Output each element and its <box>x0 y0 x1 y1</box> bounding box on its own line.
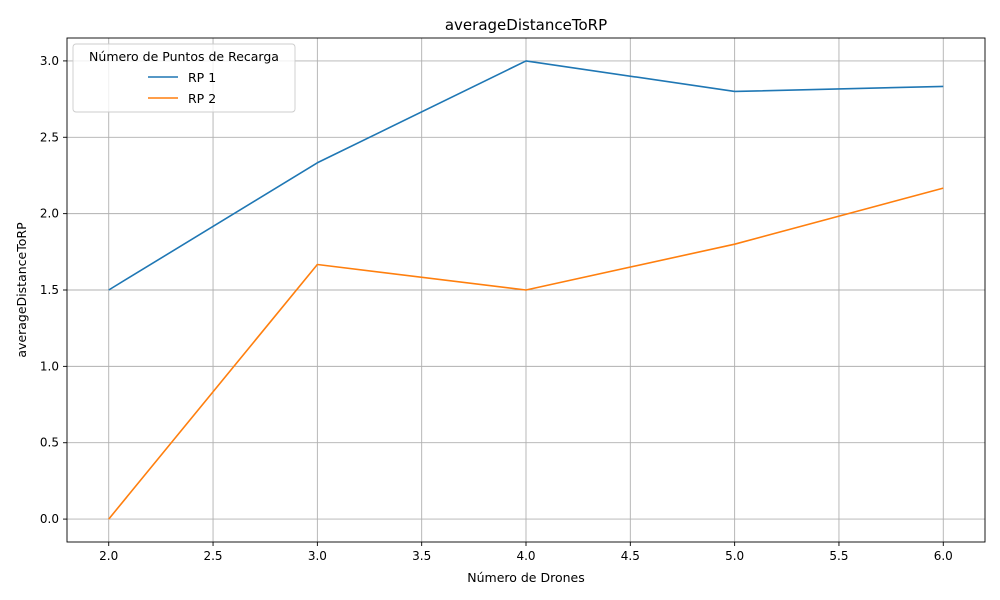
x-tick-label: 3.0 <box>308 549 327 563</box>
legend-label-rp-1: RP 1 <box>188 70 216 85</box>
x-tick-label: 5.5 <box>829 549 848 563</box>
x-tick-label: 2.5 <box>203 549 222 563</box>
x-tick-label: 3.5 <box>412 549 431 563</box>
legend: Número de Puntos de Recarga RP 1 RP 2 <box>72 43 296 113</box>
legend-label-rp-2: RP 2 <box>188 91 216 106</box>
series-line-rp-2 <box>108 187 944 520</box>
y-axis: 0.0 0.5 1.0 1.5 2.0 2.5 3.0 <box>40 54 67 526</box>
y-tick-label: 0.5 <box>40 436 59 450</box>
series-group <box>108 60 944 520</box>
x-tick-label: 5.0 <box>725 549 744 563</box>
x-tick-label: 4.5 <box>621 549 640 563</box>
legend-title: Número de Puntos de Recarga <box>89 49 279 64</box>
y-tick-label: 0.0 <box>40 512 59 526</box>
chart-title: averageDistanceToRP <box>445 16 607 34</box>
y-tick-label: 2.5 <box>40 130 59 144</box>
y-axis-title: averageDistanceToRP <box>14 222 29 358</box>
y-tick-label: 2.0 <box>40 207 59 221</box>
x-axis-title: Número de Drones <box>467 570 585 585</box>
y-tick-label: 1.5 <box>40 283 59 297</box>
x-tick-label: 4.0 <box>516 549 535 563</box>
legend-box <box>72 43 296 113</box>
y-tick-label: 3.0 <box>40 54 59 68</box>
x-axis: 2.0 2.5 3.0 3.5 4.0 4.5 5.0 5.5 6.0 <box>99 542 953 563</box>
y-tick-label: 1.0 <box>40 359 59 373</box>
x-tick-label: 2.0 <box>99 549 118 563</box>
x-tick-label: 6.0 <box>934 549 953 563</box>
series-line-rp-1 <box>108 60 944 291</box>
grid <box>67 38 985 542</box>
